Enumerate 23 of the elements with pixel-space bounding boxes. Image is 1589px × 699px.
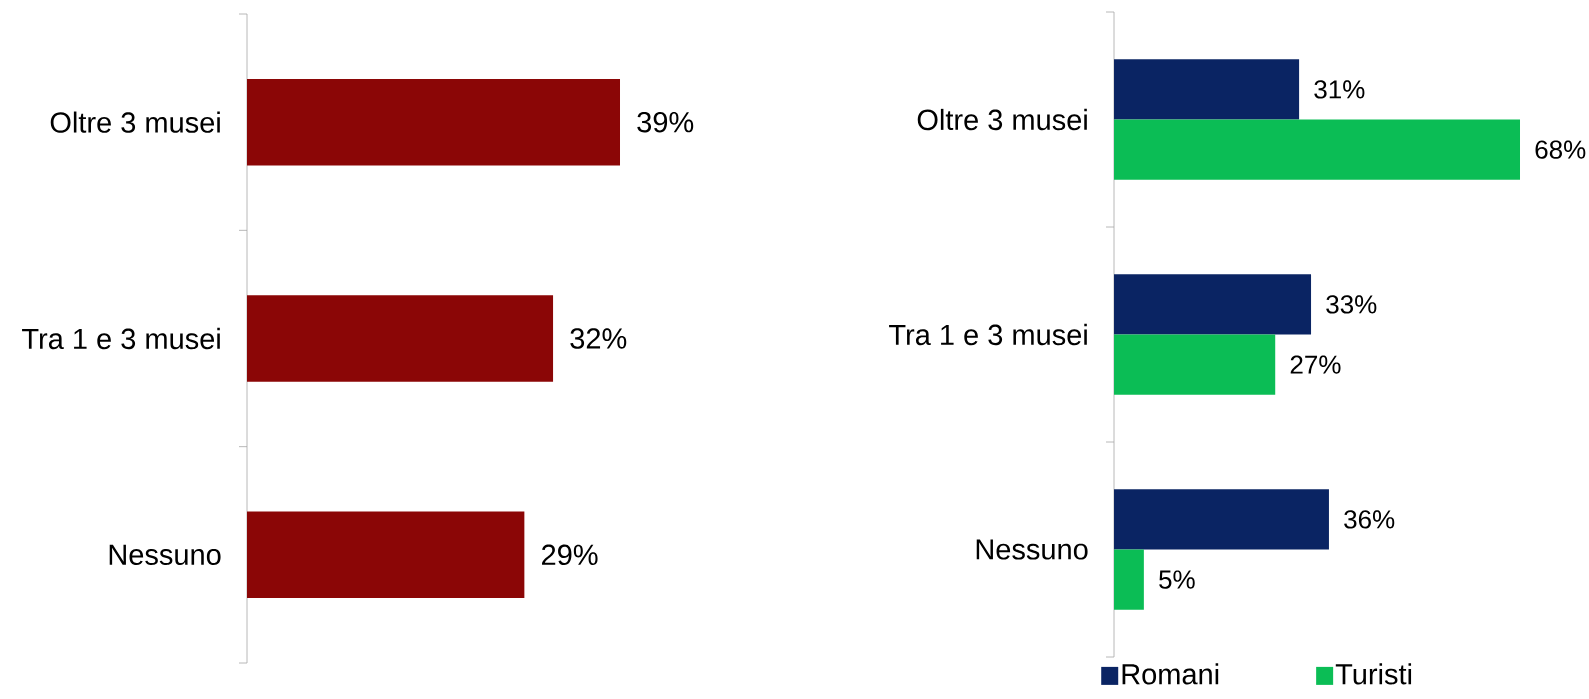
data-label: 31% [1314, 80, 1365, 99]
legend-label: Romani [1122, 663, 1219, 685]
y-tick-label: Tra 1 e 3 musei [22, 327, 220, 350]
data-label: 32% [570, 328, 627, 349]
y-tick-label: Oltre 3 musei [50, 111, 220, 133]
bar [1114, 274, 1312, 335]
bar [1114, 334, 1276, 395]
data-label: 68% [1535, 140, 1586, 159]
data-label: 39% [637, 111, 694, 133]
bar [1114, 119, 1521, 180]
data-label: 29% [542, 544, 598, 566]
bar [1114, 489, 1329, 550]
y-tick-label: Oltre 3 musei [917, 108, 1087, 131]
y-tick-label: Nessuno [109, 544, 221, 565]
data-label: 5% [1159, 570, 1195, 589]
y-tick-label: Tra 1 e 3 musei [889, 323, 1087, 346]
data-label: 36% [1344, 510, 1395, 529]
bar [1114, 59, 1300, 120]
data-label: 27% [1290, 355, 1341, 374]
bar [1114, 549, 1144, 610]
data-label: 33% [1326, 295, 1377, 314]
y-tick-label: Nessuno [976, 539, 1088, 560]
legend-label: Turisti [1335, 663, 1412, 685]
